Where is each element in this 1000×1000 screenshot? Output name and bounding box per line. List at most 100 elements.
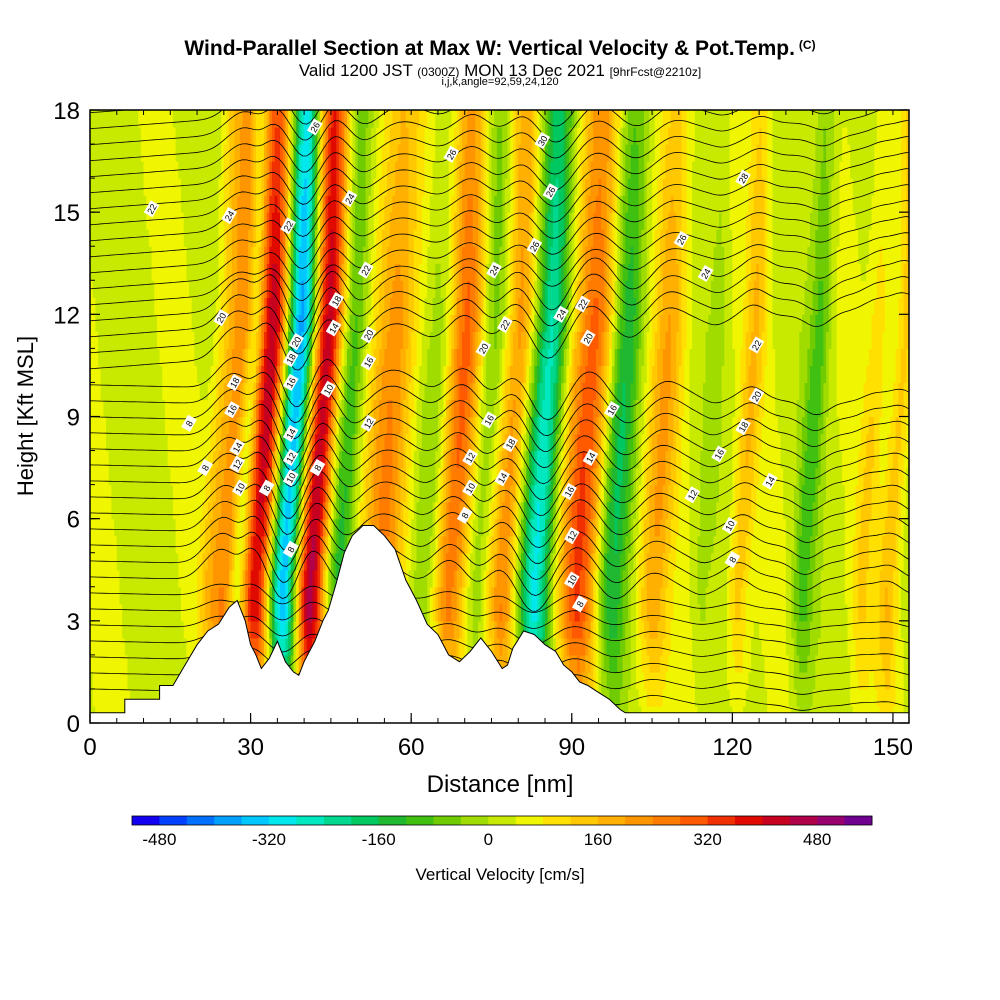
velocity-cell xyxy=(740,467,744,486)
velocity-cell xyxy=(737,620,741,639)
velocity-cell xyxy=(796,586,800,605)
velocity-cell xyxy=(100,569,104,588)
velocity-cell xyxy=(526,484,530,503)
velocity-cell xyxy=(207,586,212,605)
velocity-cell xyxy=(555,586,559,605)
velocity-cell xyxy=(890,586,894,605)
velocity-cell xyxy=(818,637,822,656)
velocity-cell xyxy=(250,552,254,571)
velocity-cell xyxy=(122,484,126,503)
velocity-cell xyxy=(566,501,570,520)
velocity-cell xyxy=(108,603,113,622)
velocity-cell xyxy=(288,586,292,605)
velocity-cell xyxy=(119,501,123,520)
velocity-cell xyxy=(454,518,458,537)
velocity-cell xyxy=(611,552,616,571)
velocity-cell xyxy=(898,654,902,673)
velocity-cell xyxy=(619,501,624,520)
velocity-cell xyxy=(850,603,854,622)
velocity-cell xyxy=(138,688,142,707)
velocity-cell xyxy=(100,535,104,554)
velocity-cell xyxy=(304,637,308,656)
velocity-cell xyxy=(186,467,190,486)
velocity-cell xyxy=(170,484,174,503)
velocity-cell xyxy=(756,671,760,690)
velocity-cell xyxy=(245,450,249,469)
velocity-cell xyxy=(745,620,750,639)
velocity-cell xyxy=(170,552,174,571)
velocity-cell xyxy=(842,450,846,469)
velocity-cell xyxy=(611,484,616,503)
velocity-cell xyxy=(234,501,238,520)
velocity-cell xyxy=(598,484,602,503)
velocity-cell xyxy=(753,569,758,588)
velocity-cell xyxy=(92,671,96,690)
velocity-cell xyxy=(785,637,790,656)
velocity-cell xyxy=(563,586,568,605)
velocity-cell xyxy=(649,518,653,537)
velocity-cell xyxy=(646,671,650,690)
velocity-cell xyxy=(590,671,594,690)
velocity-cell xyxy=(900,688,905,707)
velocity-cell xyxy=(255,552,260,571)
velocity-cell xyxy=(263,552,268,571)
velocity-cell xyxy=(277,569,281,588)
velocity-cell xyxy=(338,501,343,520)
velocity-cell xyxy=(630,501,634,520)
velocity-cell xyxy=(443,450,447,469)
velocity-cell xyxy=(566,637,570,656)
velocity-cell xyxy=(617,467,621,486)
velocity-cell xyxy=(686,569,691,588)
velocity-cell xyxy=(748,620,752,639)
velocity-cell xyxy=(215,552,220,571)
velocity-cell xyxy=(181,518,185,537)
velocity-cell xyxy=(844,484,849,503)
velocity-cell xyxy=(769,535,774,554)
velocity-cell xyxy=(603,535,608,554)
velocity-cell xyxy=(162,535,166,554)
velocity-cell xyxy=(194,552,198,571)
velocity-cell xyxy=(298,637,303,656)
velocity-cell xyxy=(858,518,862,537)
velocity-cell xyxy=(411,552,415,571)
velocity-cell xyxy=(644,552,648,571)
velocity-cell xyxy=(100,467,104,486)
velocity-cell xyxy=(151,518,155,537)
velocity-cell xyxy=(732,535,736,554)
velocity-cell xyxy=(809,450,814,469)
velocity-cell xyxy=(697,484,701,503)
velocity-cell xyxy=(483,484,487,503)
velocity-cell xyxy=(906,671,909,690)
velocity-cell xyxy=(577,620,581,639)
velocity-cell xyxy=(290,586,295,605)
velocity-cell xyxy=(325,552,329,571)
velocity-cell xyxy=(534,501,538,520)
velocity-cell xyxy=(764,535,768,554)
velocity-cell xyxy=(673,484,677,503)
velocity-cell xyxy=(483,552,487,571)
velocity-cell xyxy=(317,603,321,622)
velocity-cell xyxy=(807,569,811,588)
velocity-cell xyxy=(652,671,656,690)
velocity-cell xyxy=(670,450,675,469)
velocity-cell xyxy=(598,654,602,673)
velocity-cell xyxy=(322,569,327,588)
velocity-cell xyxy=(314,450,319,469)
velocity-cell xyxy=(130,569,134,588)
velocity-cell xyxy=(205,467,209,486)
velocity-cell xyxy=(539,620,543,639)
velocity-cell xyxy=(95,603,99,622)
velocity-cell xyxy=(598,586,602,605)
velocity-cell xyxy=(199,535,204,554)
velocity-cell xyxy=(242,552,246,571)
velocity-cell xyxy=(95,484,99,503)
velocity-cell xyxy=(365,450,369,469)
velocity-cell xyxy=(218,467,222,486)
velocity-cell xyxy=(478,484,482,503)
velocity-cell xyxy=(684,467,688,486)
velocity-cell xyxy=(871,450,875,469)
velocity-cell xyxy=(735,535,739,554)
velocity-cell xyxy=(676,569,680,588)
velocity-cell xyxy=(280,518,284,537)
velocity-cell xyxy=(652,535,656,554)
